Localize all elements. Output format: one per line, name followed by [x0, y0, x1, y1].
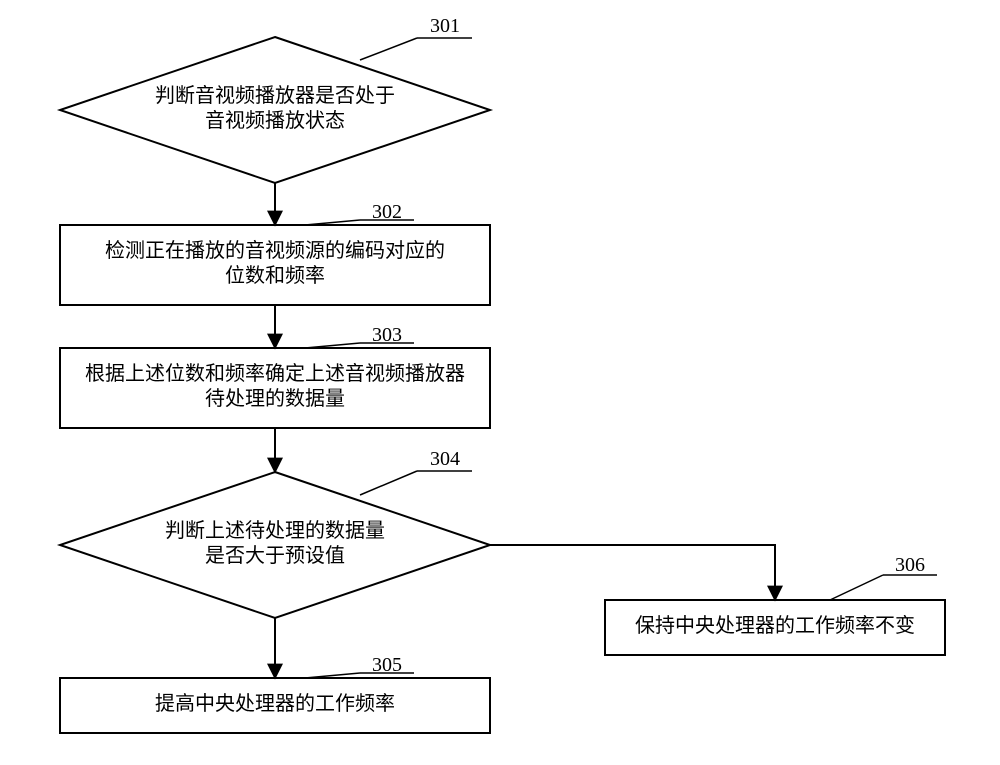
node-text: 检测正在播放的音视频源的编码对应的 — [105, 239, 445, 262]
node-text: 保持中央处理器的工作频率不变 — [635, 614, 915, 637]
node-text: 待处理的数据量 — [205, 387, 345, 410]
node-text: 音视频播放状态 — [205, 109, 345, 132]
step-label: 302 — [372, 201, 402, 223]
node-text: 是否大于预设值 — [205, 544, 345, 567]
step-label: 301 — [430, 15, 460, 37]
step-label: 303 — [372, 324, 402, 346]
step-label: 305 — [372, 654, 402, 676]
node-text: 位数和频率 — [225, 264, 325, 287]
node-text: 根据上述位数和频率确定上述音视频播放器 — [85, 362, 465, 385]
node-text: 判断音视频播放器是否处于 — [155, 84, 395, 107]
edge — [490, 545, 775, 600]
step-label: 306 — [895, 554, 925, 576]
step-label: 304 — [430, 448, 460, 470]
node-text: 判断上述待处理的数据量 — [165, 519, 385, 542]
node-text: 提高中央处理器的工作频率 — [155, 692, 395, 715]
